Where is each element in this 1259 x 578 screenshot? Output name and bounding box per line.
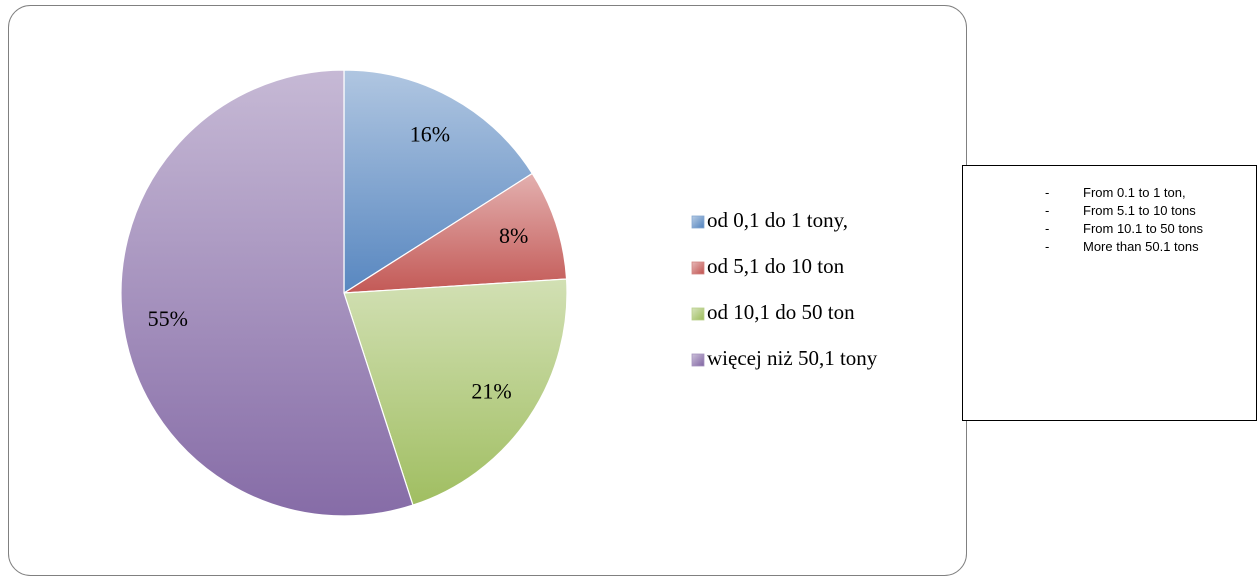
note-line: - More than 50.1 tons [1045, 238, 1215, 255]
bullet: - [1045, 185, 1050, 200]
note-box: - From 0.1 to 1 ton, - From 5.1 to 10 tons -… [962, 165, 1257, 421]
data-label: 16% [410, 122, 450, 147]
note-text: From 10.1 to 50 tons [1083, 221, 1203, 236]
note-line: - From 5.1 to 10 tons [1045, 202, 1215, 219]
note-line: - From 10.1 to 50 tons [1045, 220, 1215, 237]
data-label: 21% [471, 378, 511, 403]
pie-slice [343, 278, 568, 506]
note-text: From 5.1 to 10 tons [1083, 203, 1196, 218]
bullet: - [1045, 239, 1050, 254]
legend-swatch [691, 215, 705, 229]
legend-swatch [691, 307, 705, 321]
legend-label: więcej niż 50,1 tony [707, 346, 878, 370]
legend-swatch [691, 353, 705, 367]
pie-slice [120, 69, 414, 517]
pie-slice [343, 69, 534, 295]
legend-swatch [691, 261, 705, 275]
note-text: From 0.1 to 1 ton, [1083, 185, 1186, 200]
data-label: 55% [148, 306, 188, 331]
note-list: - From 0.1 to 1 ton, - From 5.1 to 10 tons -… [963, 166, 1256, 255]
note-text: More than 50.1 tons [1083, 239, 1199, 254]
legend-label: od 10,1 do 50 ton [707, 300, 855, 324]
pie-slice [343, 172, 568, 294]
note-line: - From 0.1 to 1 ton, [1045, 184, 1215, 201]
bullet: - [1045, 203, 1050, 218]
data-label: 8% [499, 223, 528, 248]
bullet: - [1045, 221, 1050, 236]
legend-label: od 0,1 do 1 tony, [707, 208, 848, 232]
legend-label: od 5,1 do 10 ton [707, 254, 845, 278]
